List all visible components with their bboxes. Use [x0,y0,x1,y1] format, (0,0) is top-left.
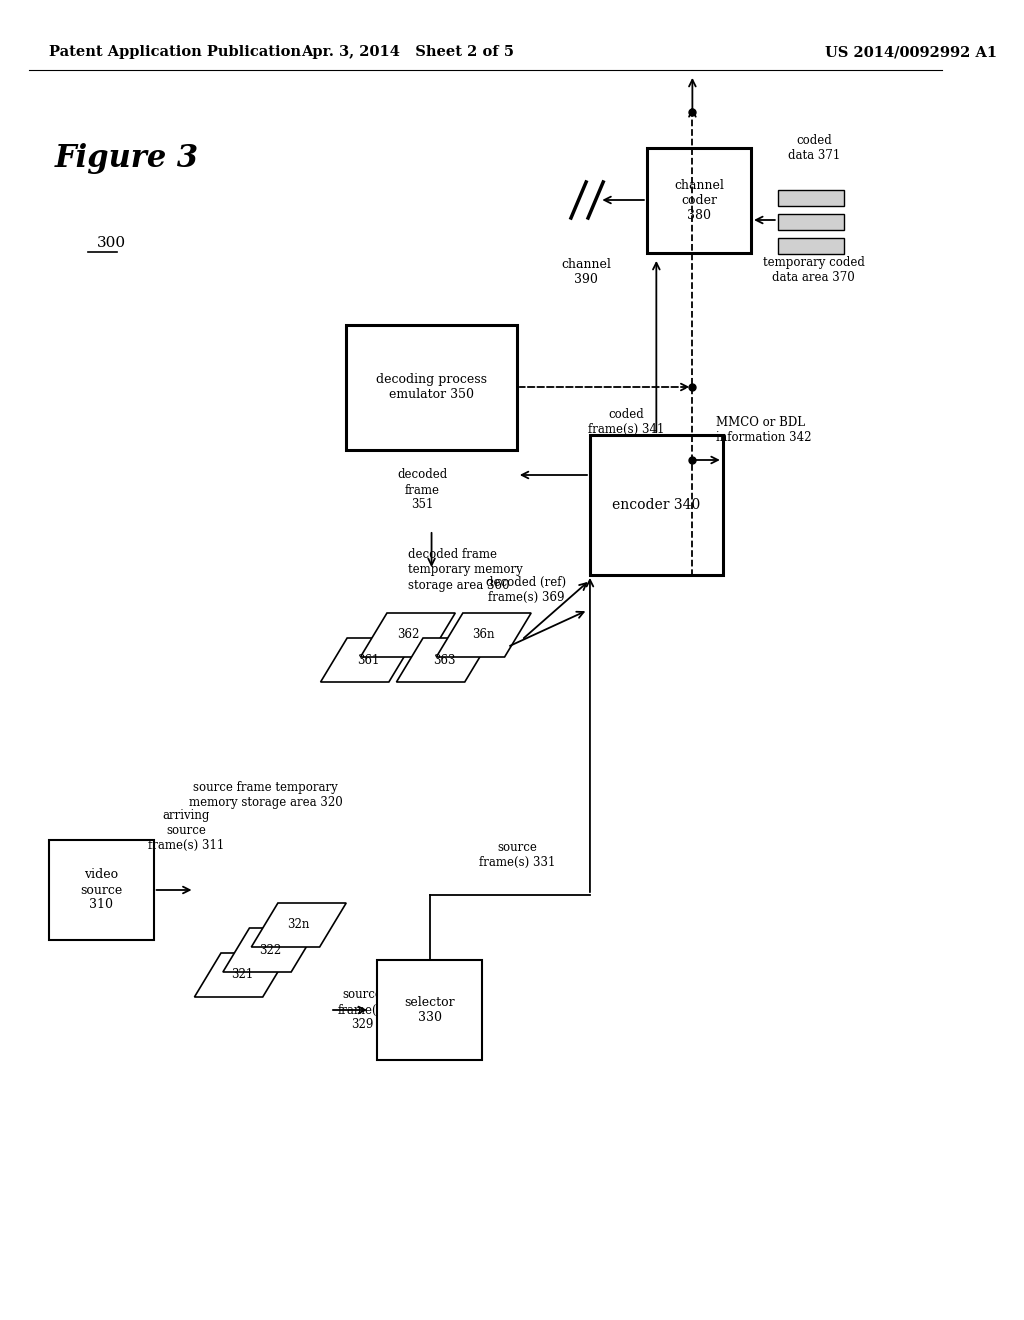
Text: MMCO or BDL
information 342: MMCO or BDL information 342 [716,416,812,444]
Polygon shape [360,612,456,657]
Bar [778,238,844,253]
Text: source
frame(s) 331: source frame(s) 331 [479,841,555,869]
Text: decoded (ref)
frame(s) 369: decoded (ref) frame(s) 369 [486,576,566,605]
Text: source
frame(s)
329: source frame(s) 329 [337,989,387,1031]
Text: 321: 321 [230,969,253,982]
Polygon shape [436,612,531,657]
Text: temporary coded
data area 370: temporary coded data area 370 [763,256,864,284]
Bar [590,436,723,576]
Text: US 2014/0092992 A1: US 2014/0092992 A1 [825,45,997,59]
Text: encoder 340: encoder 340 [612,498,700,512]
Text: source frame temporary
memory storage area 320: source frame temporary memory storage ar… [188,781,342,809]
Bar [778,214,844,230]
Polygon shape [223,928,317,972]
Polygon shape [396,638,492,682]
Bar [778,190,844,206]
Text: 32n: 32n [288,919,310,932]
Text: channel
coder
380: channel coder 380 [674,180,724,222]
Text: 362: 362 [396,628,419,642]
Text: selector
330: selector 330 [404,997,455,1024]
Text: Figure 3: Figure 3 [55,143,199,173]
Text: 36n: 36n [472,628,495,642]
Text: arriving
source
frame(s) 311: arriving source frame(s) 311 [147,808,224,851]
Text: decoded
frame
351: decoded frame 351 [397,469,447,511]
Polygon shape [251,903,346,946]
Text: video
source
310: video source 310 [80,869,123,912]
Text: Apr. 3, 2014   Sheet 2 of 5: Apr. 3, 2014 Sheet 2 of 5 [301,45,514,59]
Bar [49,840,154,940]
Text: 322: 322 [259,944,282,957]
Text: decoding process
emulator 350: decoding process emulator 350 [376,374,487,401]
Bar [346,325,517,450]
Text: coded
frame(s) 341: coded frame(s) 341 [588,408,665,436]
Text: coded
data 371: coded data 371 [787,135,840,162]
Text: decoded frame
temporary memory
storage area 360: decoded frame temporary memory storage a… [408,549,522,591]
Text: 300: 300 [96,236,126,249]
Text: Patent Application Publication: Patent Application Publication [49,45,301,59]
Text: channel
390: channel 390 [561,257,611,286]
Bar [378,960,482,1060]
Bar [647,148,752,253]
Polygon shape [195,953,290,997]
Polygon shape [321,638,416,682]
Text: 361: 361 [356,653,379,667]
Text: 363: 363 [432,653,455,667]
